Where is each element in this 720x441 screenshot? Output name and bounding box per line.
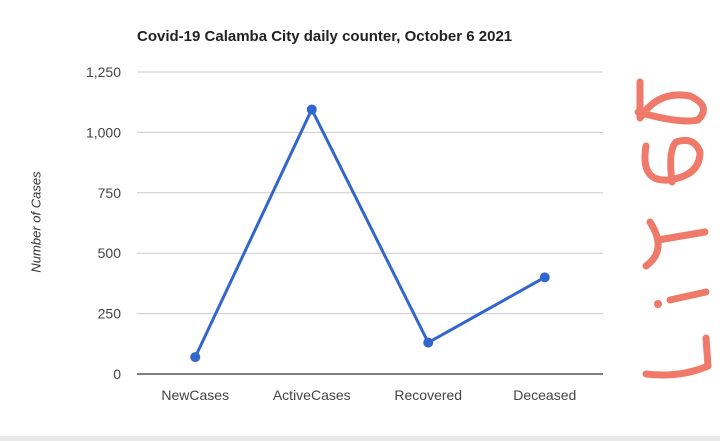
x-tick-label: Recovered (394, 387, 462, 403)
handwritten-stroke-5 (666, 288, 710, 304)
handwritten-stroke-4 (654, 228, 709, 244)
chart-title: Covid-19 Calamba City daily counter, Oct… (137, 28, 513, 45)
y-tick-label: 1,250 (86, 64, 121, 80)
series-group (190, 104, 550, 363)
y-tick-label: 500 (98, 245, 122, 261)
handwritten-dot (654, 300, 662, 308)
handwritten-stroke-1 (634, 78, 707, 125)
x-tick-label: ActiveCases (273, 387, 351, 403)
handwritten-stroke-3 (642, 218, 662, 270)
y-tick-label: 750 (98, 185, 122, 201)
y-tick-label: 250 (98, 306, 122, 322)
y-axis-ticks: 0 250 500 750 1,000 1,250 (86, 64, 121, 382)
handwritten-stroke-2 (641, 136, 704, 186)
handwritten-annotation (634, 78, 712, 379)
y-tick-label: 0 (113, 366, 121, 382)
series-line (193, 107, 546, 358)
x-axis-ticks: NewCases ActiveCases Recovered Deceased (161, 387, 576, 403)
bottom-strip (0, 436, 720, 441)
handwritten-stroke-6 (642, 334, 712, 379)
x-tick-label: Deceased (513, 387, 576, 403)
x-tick-label: NewCases (161, 387, 229, 403)
grid-lines (137, 71, 603, 375)
data-point (539, 272, 550, 283)
data-point (306, 104, 317, 115)
data-point (190, 352, 201, 363)
data-point (423, 337, 434, 348)
y-tick-label: 1,000 (86, 124, 121, 140)
